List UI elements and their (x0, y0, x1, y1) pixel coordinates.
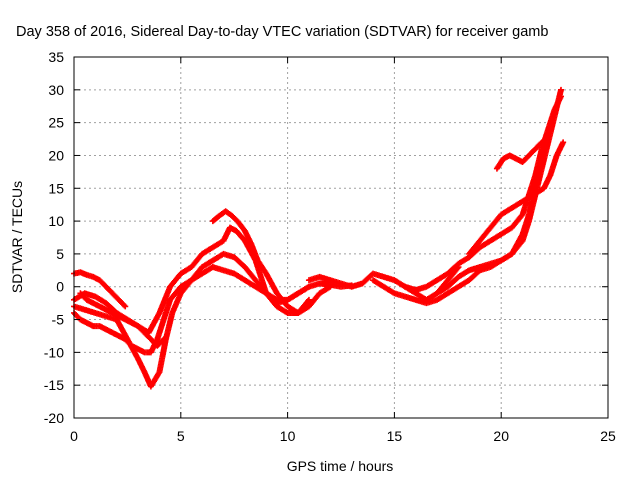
y-tick-label: 10 (48, 213, 64, 229)
y-tick-label: 5 (56, 246, 64, 262)
y-tick-label: 35 (48, 49, 64, 65)
x-axis-label: GPS time / hours (287, 458, 394, 474)
x-tick-label: 20 (493, 428, 509, 444)
x-tick-label: 15 (387, 428, 403, 444)
y-axis-label: SDTVAR / TECUs (9, 181, 25, 293)
y-tick-label: -15 (44, 377, 64, 393)
y-tick-label: -20 (44, 410, 64, 426)
y-tick-label: -10 (44, 344, 64, 360)
y-tick-label: 15 (48, 180, 64, 196)
x-tick-label: 10 (280, 428, 296, 444)
y-tick-label: 30 (48, 82, 64, 98)
y-tick-label: 25 (48, 115, 64, 131)
y-tick-label: -5 (52, 312, 65, 328)
chart-background (0, 0, 640, 480)
scatter-chart: 0 5 10 15 20 25 -20 -15 -10 -5 0 5 10 15 20 25 30 35 Day … (0, 0, 640, 480)
x-tick-label: 25 (600, 428, 616, 444)
chart-title: Day 358 of 2016, Sidereal Day-to-day VTE… (16, 24, 548, 40)
y-tick-label: 20 (48, 147, 64, 163)
y-tick-label: 0 (56, 279, 64, 295)
x-tick-label: 0 (70, 428, 78, 444)
x-tick-label: 5 (177, 428, 185, 444)
